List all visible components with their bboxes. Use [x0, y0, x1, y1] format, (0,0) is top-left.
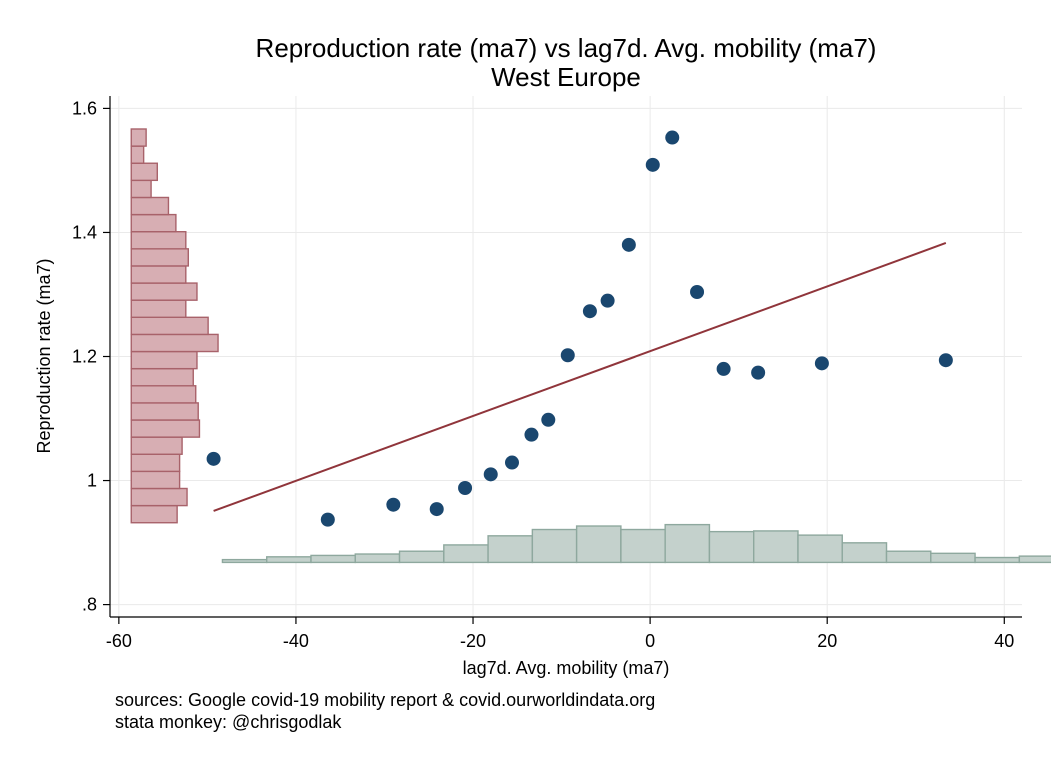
- author-note: stata monkey: @chrisgodlak: [115, 712, 342, 732]
- y-hist-bar: [130, 350, 198, 370]
- y-hist-bar: [130, 419, 201, 438]
- x-hist-bar: [708, 530, 755, 564]
- y-hist-bar: [130, 470, 181, 490]
- x-hist-bar: [1018, 555, 1051, 564]
- sources-note: sources: Google covid-19 mobility report…: [115, 690, 655, 710]
- x-hist-bar: [310, 554, 356, 564]
- scatter-point: [716, 361, 731, 376]
- x-hist-bar: [797, 534, 843, 564]
- x-hist-bar: [620, 528, 666, 564]
- y-hist-bar: [130, 385, 197, 404]
- y-ticks: .8 1 1.2 1.4 1.6: [72, 98, 110, 615]
- scatter-point: [320, 512, 335, 527]
- y-tick-label: 1.4: [72, 222, 97, 242]
- y-axis-label: Reproduction rate (ma7): [34, 258, 54, 453]
- y-hist-bar: [130, 333, 219, 353]
- fit-line: [213, 242, 947, 512]
- x-hist-bar: [266, 556, 312, 564]
- x-hist-bar: [974, 556, 1021, 564]
- scatter-point: [458, 480, 473, 495]
- x-hist-bar: [221, 558, 268, 564]
- x-hist-bar: [885, 550, 932, 564]
- scatter-point: [751, 365, 766, 380]
- x-hist-bar: [531, 528, 578, 564]
- fit-line-layer: [213, 242, 947, 512]
- scatter-point: [524, 427, 539, 442]
- scatter-point: [665, 130, 680, 145]
- scatter-point: [938, 353, 953, 368]
- scatter-point: [814, 356, 829, 371]
- x-tick-label: 20: [817, 631, 837, 651]
- y-hist-bar: [130, 299, 187, 319]
- y-hist-bar: [130, 162, 158, 182]
- x-hist-bar: [664, 523, 711, 564]
- scatter-point: [582, 304, 597, 319]
- scatter-point: [690, 284, 705, 299]
- x-tick-label: 0: [645, 631, 655, 651]
- scatter-point: [541, 412, 556, 427]
- x-hist-bar: [753, 530, 799, 564]
- y-tick-label: 1.6: [72, 98, 97, 118]
- y-hist-bar: [130, 128, 147, 147]
- x-hist-bar: [398, 550, 445, 564]
- y-tick-label: 1: [87, 471, 97, 491]
- y-tick-label: .8: [82, 595, 97, 615]
- scatter-point: [621, 237, 636, 252]
- scatter-point: [600, 293, 615, 308]
- chart-title: Reproduction rate (ma7) vs lag7d. Avg. m…: [256, 33, 877, 63]
- y-hist-bar: [130, 402, 199, 421]
- x-hist-bar: [575, 525, 622, 564]
- x-tick-label: 40: [994, 631, 1014, 651]
- chart-subtitle: West Europe: [491, 62, 641, 92]
- y-hist-bar: [130, 436, 183, 455]
- x-hist-bar: [487, 535, 534, 564]
- y-hist-bar: [130, 453, 181, 473]
- scatter-point: [560, 348, 575, 363]
- x-hist-bar: [443, 544, 489, 564]
- y-hist-bar: [130, 265, 187, 284]
- scatter-point: [429, 502, 444, 517]
- y-hist-bar: [130, 504, 178, 524]
- scatter-point: [206, 451, 221, 466]
- x-tick-label: -40: [283, 631, 309, 651]
- y-hist-bar: [130, 145, 145, 164]
- x-hist-bar: [354, 553, 401, 564]
- x-tick-label: -60: [106, 631, 132, 651]
- y-hist-bar: [130, 282, 198, 301]
- scatter-points: [206, 130, 953, 527]
- scatter-point: [504, 455, 519, 470]
- y-hist-bar: [130, 248, 189, 267]
- y-hist-bar: [130, 179, 152, 199]
- x-hist-bar: [930, 552, 976, 564]
- y-hist-bar: [130, 213, 177, 233]
- scatter-point: [645, 157, 660, 172]
- x-marginal-histogram: [221, 523, 1051, 564]
- x-hist-bar: [841, 542, 888, 564]
- y-marginal-histogram: [130, 128, 219, 524]
- y-hist-bar: [130, 367, 194, 387]
- scatter-point: [483, 467, 498, 482]
- scatter-point: [386, 497, 401, 512]
- y-tick-label: 1.2: [72, 347, 97, 367]
- y-hist-bar: [130, 231, 187, 250]
- x-ticks: -60 -40 -20 0 20 40: [106, 617, 1014, 651]
- x-axis-label: lag7d. Avg. mobility (ma7): [463, 658, 670, 678]
- y-hist-bar: [130, 316, 209, 336]
- y-hist-bar: [130, 196, 170, 216]
- x-tick-label: -20: [460, 631, 486, 651]
- y-hist-bar: [130, 487, 188, 507]
